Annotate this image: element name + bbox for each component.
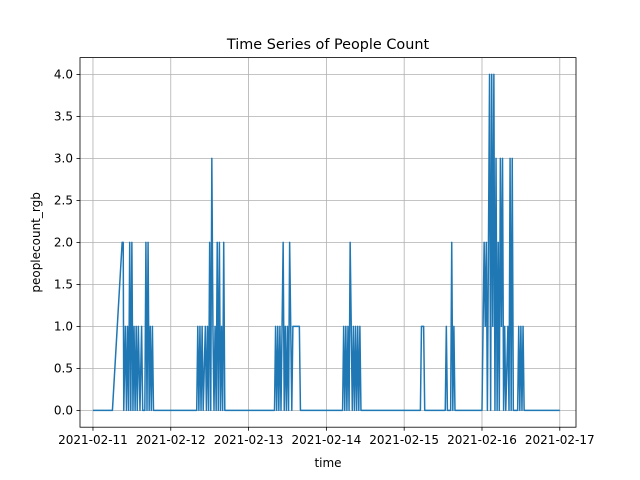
y-tick-label: 0.5 (54, 362, 73, 376)
series-layer (92, 73, 560, 412)
y-tick-label: 2.5 (54, 194, 73, 208)
x-tick-label: 2021-02-12 (136, 433, 206, 447)
y-tick-label: 2.0 (54, 236, 73, 250)
x-tick-label: 2021-02-16 (447, 433, 517, 447)
y-tick-label: 3.0 (54, 152, 73, 166)
y-tick-label: 1.0 (54, 320, 73, 334)
y-tick-label: 0.0 (54, 404, 73, 418)
x-tick-label: 2021-02-15 (369, 433, 439, 447)
y-tick-label: 1.5 (54, 278, 73, 292)
x-tick-label: 2021-02-13 (214, 433, 284, 447)
y-axis-ticks: 0.0 0.5 1.0 1.5 2.0 2.5 3.0 3.5 4.0 (54, 68, 80, 418)
x-tick-label: 2021-02-11 (58, 433, 128, 447)
x-axis-label: time (314, 456, 341, 470)
x-tick-label: 2021-02-14 (292, 433, 362, 447)
y-axis-label: peoplecount_rgb (29, 192, 43, 293)
x-axis-ticks: 2021-02-11 2021-02-12 2021-02-13 2021-02-14… (58, 427, 595, 447)
y-tick-label: 3.5 (54, 110, 73, 124)
chart-title: Time Series of People Count (226, 37, 430, 53)
series-line (92, 73, 560, 412)
y-tick-label: 4.0 (54, 68, 73, 82)
x-tick-label: 2021-02-17 (525, 433, 595, 447)
